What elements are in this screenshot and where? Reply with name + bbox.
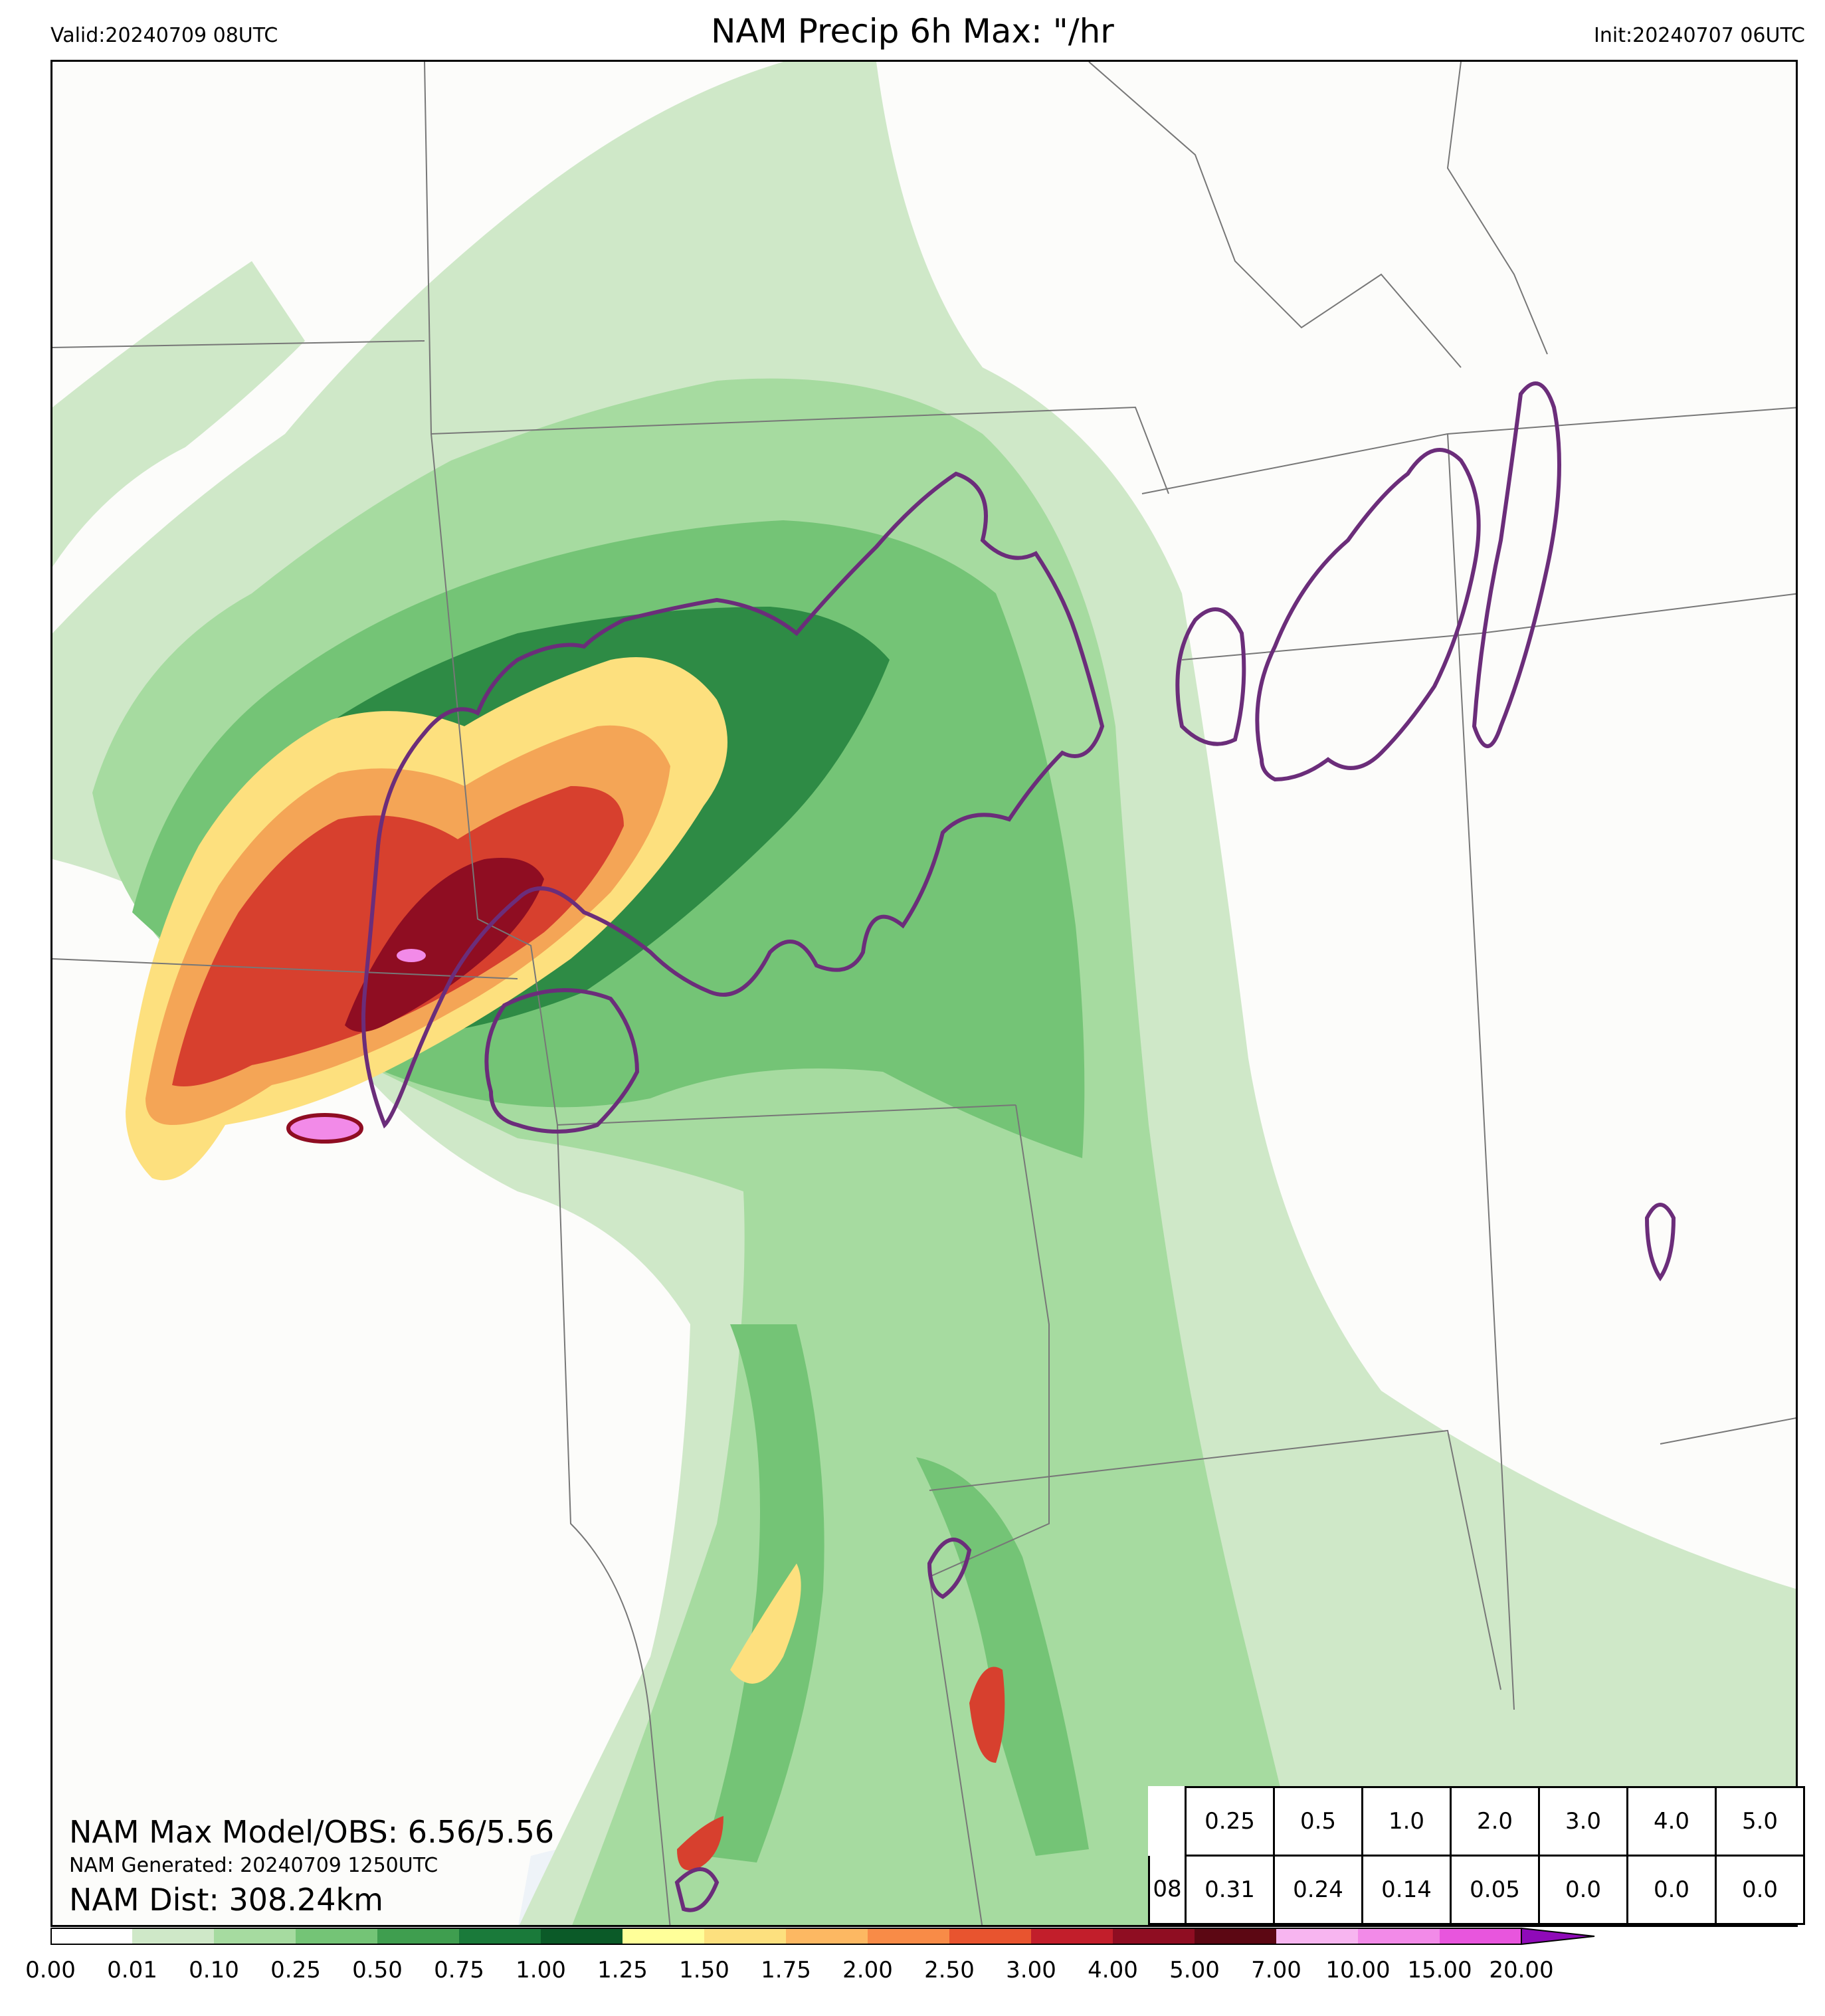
colorbar-extend-arrow bbox=[1521, 1927, 1595, 1946]
colorbar-segment bbox=[459, 1928, 541, 1944]
colorbar-tick-label: 1.25 bbox=[597, 1957, 648, 1983]
colorbar-tick-label: 2.50 bbox=[924, 1957, 975, 1983]
colorbar-tick-label: 1.50 bbox=[679, 1957, 729, 1983]
colorbar-tick-label: 5.00 bbox=[1169, 1957, 1220, 1983]
row-label: 08 bbox=[1148, 1855, 1187, 1925]
precip-pink-max bbox=[286, 1113, 363, 1144]
colorbar-tick-label: 0.75 bbox=[434, 1957, 484, 1983]
colorbar-tick-label: 7.00 bbox=[1251, 1957, 1301, 1983]
precip-green-streaks bbox=[704, 1324, 1089, 1863]
precip-light-north bbox=[52, 261, 305, 567]
colorbar-segment bbox=[704, 1928, 786, 1944]
threshold-row: 0.25 0.5 1.0 2.0 3.0 4.0 5.0 bbox=[1149, 1786, 1805, 1857]
value-row: 08 0.31 0.24 0.14 0.05 0.0 0.0 0.0 bbox=[1148, 1855, 1805, 1925]
colorbar-segment bbox=[1195, 1928, 1276, 1944]
colorbar-segment bbox=[541, 1928, 623, 1944]
colorbar-tick-label: 0.00 bbox=[25, 1957, 76, 1983]
colorbar-segment bbox=[1113, 1928, 1195, 1944]
colorbar-segment bbox=[868, 1928, 949, 1944]
threshold-cell: 4.0 bbox=[1626, 1786, 1717, 1857]
colorbar-segment bbox=[50, 1928, 132, 1944]
colorbar-segment bbox=[296, 1928, 377, 1944]
colorbar-tick-label: 0.50 bbox=[352, 1957, 403, 1983]
max-model-obs-label: NAM Max Model/OBS: 6.56/5.56 bbox=[69, 1814, 555, 1850]
colorbar-segment bbox=[132, 1928, 214, 1944]
colorbar-frame bbox=[50, 1928, 1522, 1945]
table-corner bbox=[1149, 1787, 1186, 1856]
colorbar-tick-label: 0.01 bbox=[107, 1957, 157, 1983]
valid-time: Valid:20240709 08UTC bbox=[50, 24, 278, 47]
colorbar-tick-label: 15.00 bbox=[1407, 1957, 1472, 1983]
colorbar-segment bbox=[377, 1928, 459, 1944]
distance-label: NAM Dist: 308.24km bbox=[69, 1882, 383, 1918]
colorbar-segment bbox=[1440, 1928, 1521, 1944]
colorbar-tick-label: 10.00 bbox=[1325, 1957, 1391, 1983]
colorbar-tick-label: 0.25 bbox=[270, 1957, 321, 1983]
value-cell: 0.0 bbox=[1626, 1855, 1717, 1925]
colorbar-segment bbox=[214, 1928, 296, 1944]
value-cell: 0.0 bbox=[1715, 1855, 1805, 1925]
value-cell: 0.31 bbox=[1185, 1855, 1275, 1925]
colorbar-tick-label: 1.75 bbox=[761, 1957, 811, 1983]
threshold-cell: 5.0 bbox=[1715, 1786, 1805, 1857]
threshold-stats-table: 0.25 0.5 1.0 2.0 3.0 4.0 5.0 08 0.31 0.2… bbox=[1148, 1786, 1805, 1925]
value-cell: 0.0 bbox=[1538, 1855, 1628, 1925]
colorbar-tick-label: 2.00 bbox=[842, 1957, 893, 1983]
colorbar-tick-label: 3.00 bbox=[1006, 1957, 1056, 1983]
threshold-cell: 0.25 bbox=[1185, 1786, 1275, 1857]
precip-south-streak-1 bbox=[730, 1563, 801, 1684]
generated-label: NAM Generated: 20240709 1250UTC bbox=[69, 1854, 438, 1877]
colorbar-tick-label: 1.00 bbox=[516, 1957, 566, 1983]
threshold-cell: 3.0 bbox=[1538, 1786, 1628, 1857]
value-cell: 0.14 bbox=[1361, 1855, 1452, 1925]
colorbar-segment bbox=[1031, 1928, 1113, 1944]
value-cell: 0.24 bbox=[1273, 1855, 1363, 1925]
precip-south-streak-2 bbox=[969, 1666, 1005, 1763]
map-canvas bbox=[52, 62, 1796, 1925]
colorbar-tick-label: 4.00 bbox=[1088, 1957, 1138, 1983]
threshold-cell: 2.0 bbox=[1450, 1786, 1540, 1857]
colorbar bbox=[50, 1927, 1595, 1946]
threshold-cell: 0.5 bbox=[1273, 1786, 1363, 1857]
colorbar-tick-label: 20.00 bbox=[1489, 1957, 1554, 1983]
colorbar-segment bbox=[949, 1928, 1031, 1944]
colorbar-segment bbox=[1358, 1928, 1440, 1944]
value-cell: 0.05 bbox=[1450, 1855, 1540, 1925]
precip-map[interactable] bbox=[50, 60, 1798, 1927]
precip-pink-max-2 bbox=[397, 949, 426, 962]
contour-outlines bbox=[361, 381, 1676, 1912]
colorbar-segment bbox=[623, 1928, 704, 1944]
chart-title: NAM Precip 6h Max: "/hr bbox=[711, 12, 1114, 50]
colorbar-segment bbox=[786, 1928, 868, 1944]
colorbar-segment bbox=[1276, 1928, 1358, 1944]
colorbar-tick-label: 0.10 bbox=[189, 1957, 239, 1983]
state-borders bbox=[52, 62, 1796, 1925]
precip-darkred-core bbox=[345, 858, 544, 1032]
threshold-cell: 1.0 bbox=[1361, 1786, 1452, 1857]
precip-south-streak-3 bbox=[677, 1816, 723, 1870]
init-time: Init:20240707 06UTC bbox=[1594, 24, 1805, 47]
